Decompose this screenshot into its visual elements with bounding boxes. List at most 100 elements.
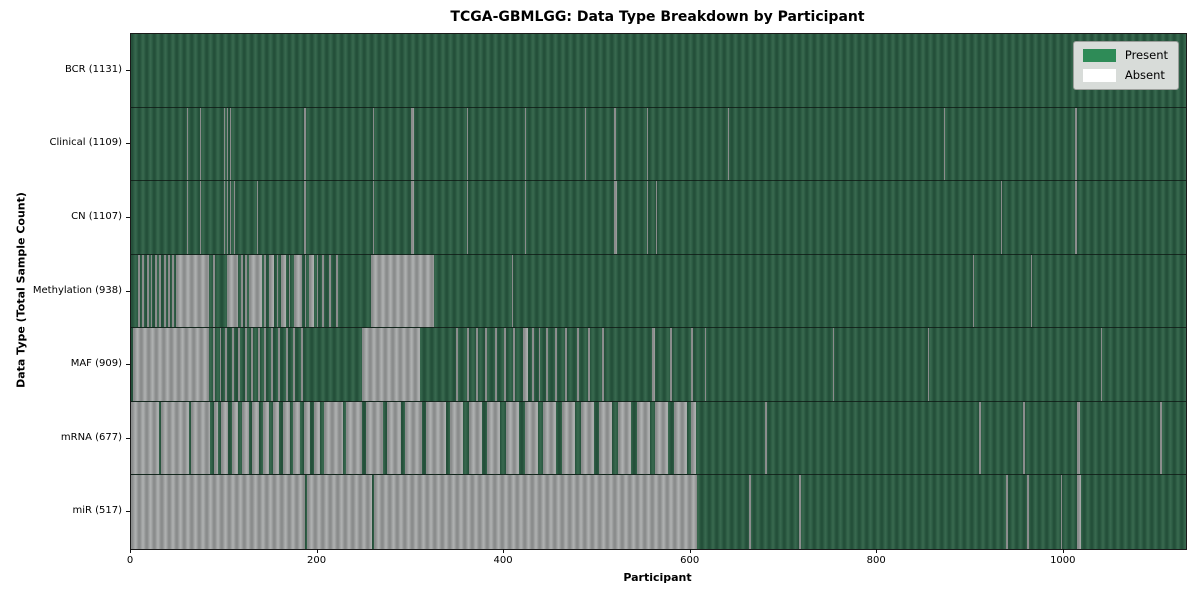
row-cn [131, 181, 1186, 255]
absent-segment [614, 107, 617, 181]
absent-segment [214, 401, 218, 475]
row-bcr [131, 34, 1186, 108]
absent-segment [294, 254, 302, 328]
plot-area [130, 33, 1187, 550]
absent-segment [160, 401, 189, 475]
absent-segment [200, 107, 202, 181]
absent-segment [264, 254, 267, 328]
absent-segment [505, 401, 520, 475]
absent-segment [646, 181, 648, 254]
absent-segment [272, 401, 280, 475]
absent-segment [304, 254, 307, 328]
absent-segment [155, 254, 158, 328]
absent-segment [546, 328, 548, 401]
absent-segment [264, 328, 267, 401]
absent-segment [485, 328, 488, 401]
absent-segment [285, 328, 288, 401]
y-tick-label: Clinical (1109) [49, 137, 123, 149]
y-tick-mark [126, 69, 130, 71]
absent-segment [468, 401, 482, 475]
absent-segment [522, 328, 529, 401]
legend-swatch-absent [1082, 69, 1116, 82]
absent-segment [293, 328, 296, 401]
absent-segment [1031, 254, 1033, 328]
x-tick-label: 600 [680, 555, 700, 566]
absent-segment [617, 401, 631, 475]
absent-segment [281, 254, 286, 328]
absent-segment [303, 181, 307, 254]
absent-segment [242, 401, 249, 475]
absent-segment [142, 254, 145, 328]
absent-segment [293, 401, 300, 475]
absent-segment [1075, 107, 1077, 181]
absent-segment [219, 328, 222, 401]
absent-segment [270, 328, 273, 401]
absent-segment [328, 254, 331, 328]
absent-segment [655, 401, 669, 475]
absent-segment [158, 254, 161, 328]
absent-segment [324, 401, 343, 475]
x-tick-label: 400 [493, 555, 513, 566]
absent-segment [614, 181, 617, 254]
x-tick-label: 1000 [1050, 555, 1076, 566]
absent-segment [186, 181, 188, 254]
absent-segment [576, 328, 579, 401]
absent-segment [1027, 475, 1030, 549]
absent-segment [288, 254, 291, 328]
absent-segment [504, 328, 506, 401]
x-axis-label: Participant [623, 571, 692, 584]
absent-segment [249, 254, 262, 328]
absent-segment [241, 254, 243, 328]
absent-segment [175, 254, 210, 328]
absent-segment [646, 107, 648, 181]
absent-segment [978, 401, 981, 475]
absent-segment [524, 181, 526, 254]
row-clinical [131, 107, 1186, 182]
absent-segment [765, 401, 768, 475]
absent-segment [131, 475, 306, 549]
absent-segment [244, 328, 247, 401]
absent-segment [336, 254, 339, 328]
absent-segment [511, 254, 513, 328]
absent-segment [221, 401, 228, 475]
absent-segment [227, 254, 239, 328]
absent-segment [690, 328, 693, 401]
x-tick-mark [876, 549, 878, 553]
y-tick-label: miR (517) [72, 505, 122, 517]
absent-segment [213, 328, 215, 401]
x-tick-mark [689, 549, 691, 553]
absent-segment [309, 254, 314, 328]
absent-segment [276, 254, 279, 328]
absent-segment [303, 401, 311, 475]
absent-segment [1061, 475, 1062, 549]
absent-segment [190, 401, 211, 475]
absent-segment [168, 254, 171, 328]
row-mir [131, 475, 1186, 549]
absent-segment [262, 401, 270, 475]
absent-segment [513, 328, 516, 401]
absent-segment [494, 328, 497, 401]
absent-segment [1076, 401, 1080, 475]
absent-segment [373, 475, 698, 549]
absent-segment [1076, 475, 1081, 549]
absent-segment [229, 181, 231, 254]
absent-segment [200, 181, 202, 254]
absent-segment [973, 254, 975, 328]
absent-segment [538, 328, 541, 401]
absent-segment [1159, 401, 1162, 475]
absent-segment [233, 181, 235, 254]
absent-segment [555, 328, 558, 401]
x-tick-mark [503, 549, 505, 553]
absent-segment [269, 254, 274, 328]
absent-segment [704, 328, 706, 401]
absent-segment [749, 475, 752, 549]
absent-segment [257, 328, 260, 401]
absent-segment [466, 107, 468, 181]
absent-segment [146, 254, 149, 328]
absent-segment [602, 328, 604, 401]
absent-segment [213, 254, 215, 328]
x-tick-mark [130, 549, 131, 553]
absent-segment [227, 181, 229, 254]
row-methylation [131, 254, 1186, 329]
absent-segment [322, 254, 325, 328]
